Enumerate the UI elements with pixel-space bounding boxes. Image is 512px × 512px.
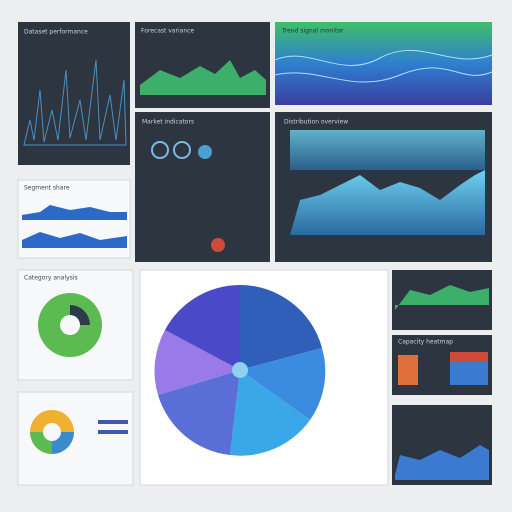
- pie-slice: [165, 285, 240, 370]
- panel-title: Forecast variance: [141, 28, 194, 35]
- panel: [392, 405, 492, 485]
- panel: Distribution overview: [275, 112, 492, 262]
- panel-title: Segment share: [24, 185, 70, 192]
- pie-slice: [158, 370, 240, 455]
- bar: [450, 352, 488, 362]
- legend-swatch: [98, 430, 128, 434]
- panel: [17, 391, 134, 486]
- panel-title: Market indicators: [142, 119, 194, 126]
- area-chart: [395, 445, 489, 480]
- panel: Capacity heatmap: [392, 335, 492, 395]
- panel: Forecast variance: [135, 22, 270, 108]
- marker: [211, 238, 225, 252]
- panel: [139, 269, 389, 486]
- legend-swatch: [98, 420, 128, 424]
- pie-slice: [230, 370, 310, 456]
- gauge: [151, 141, 169, 159]
- area-chart: [22, 232, 127, 248]
- area-chart: [22, 205, 127, 220]
- spike-chart: [23, 59, 127, 146]
- pie-slice: [240, 348, 326, 420]
- area-chart: [140, 60, 266, 95]
- pie-center: [232, 362, 248, 378]
- panel-title: Capacity heatmap: [398, 339, 453, 346]
- gauge: [198, 145, 212, 159]
- bar: [398, 355, 418, 385]
- panel-title: Category analysis: [24, 275, 78, 282]
- area-chart: [290, 170, 485, 235]
- panel: [392, 270, 492, 330]
- panel-title: Trend signal monitor: [281, 28, 344, 35]
- gauge: [173, 141, 191, 159]
- wave-line: [274, 49, 493, 66]
- panel: Category analysis: [17, 269, 134, 381]
- wave-line: [274, 67, 493, 83]
- panel: Dataset performance: [18, 22, 130, 165]
- bar-band: [290, 130, 485, 170]
- pie-slice: [154, 330, 240, 395]
- donut-hole: [60, 315, 80, 335]
- area-chart: [395, 285, 489, 310]
- panel: Trend signal monitor: [274, 22, 493, 105]
- panel-title: Dataset performance: [24, 29, 88, 36]
- pie-slice: [240, 285, 322, 370]
- panel-title: Distribution overview: [284, 119, 348, 126]
- panel: Market indicators: [135, 112, 270, 262]
- panel: Segment share: [17, 179, 131, 259]
- donut-hole: [43, 423, 61, 441]
